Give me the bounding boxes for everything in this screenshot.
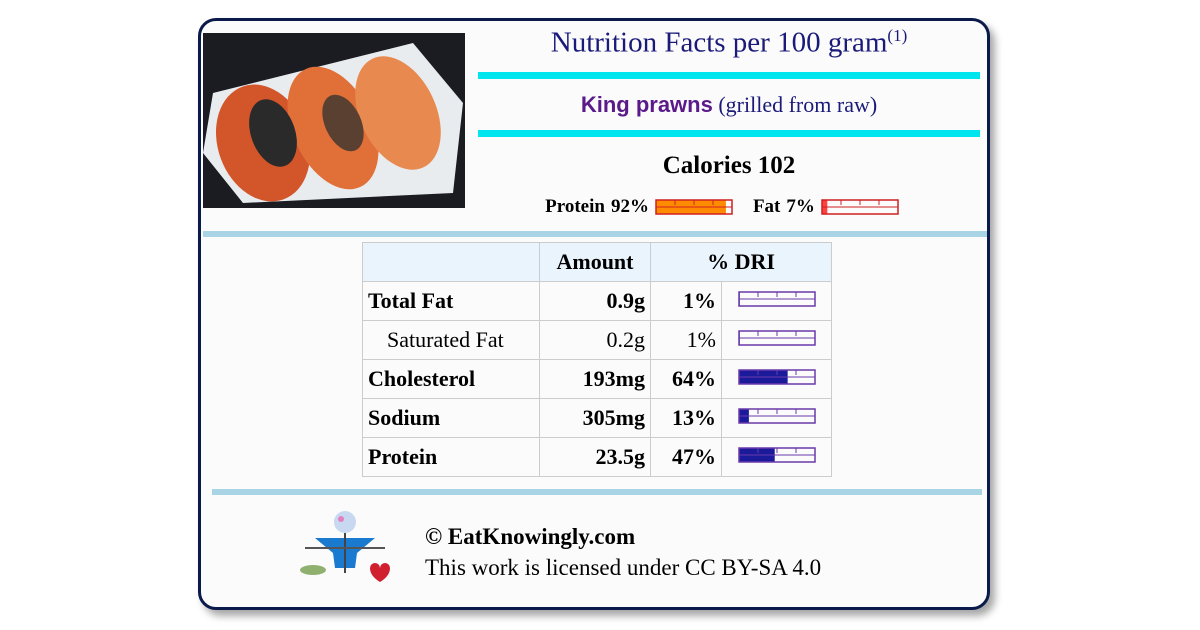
dri-bar [821,199,899,215]
dri: 1% [650,320,722,360]
column-header: % DRI [650,242,832,282]
site: © EatKnowingly.com [425,524,636,549]
divider [478,130,980,137]
food-name: King prawns [580,92,713,117]
dri-bar-cell [721,437,832,477]
dri: 47% [650,437,722,477]
column-header: Amount [539,242,651,282]
dri-bar [737,408,816,424]
dri-bar [737,330,816,346]
dri-bar-cell [721,398,832,438]
license: This work is licensed under CC BY-SA 4.0 [425,555,822,580]
title-text: Nutrition Facts per 100 gram [550,26,888,59]
macro-percent: 92% [610,196,649,217]
dri: 13% [650,398,722,438]
dri-bar-cell [721,281,832,321]
amount: 193mg [539,359,651,399]
nutrient-name: Total Fat [362,281,540,321]
dri-bar-cell [721,320,832,360]
divider [203,231,987,237]
nutrient-name: Sodium [362,398,540,438]
dri-bar [737,369,816,385]
nutrient-row: Sodium 305mg 13% [362,398,832,438]
food-photo [203,33,465,208]
macros: Protein 92% Fat 7% [478,196,980,218]
nutrient-name: Saturated Fat [362,320,540,360]
calories: Calories 102 [662,152,796,179]
nutrient-table: Amount% DRI Total Fat 0.9g 1% Saturated Fat… [362,242,832,477]
nutrient-name: Protein [362,437,540,477]
divider [212,489,982,495]
macro-percent: 7% [786,196,815,217]
food-detail: (grilled from raw) [718,92,878,117]
macro-name: Fat [752,196,781,217]
dri: 64% [650,359,722,399]
title: Nutrition Facts per 100 gram(1) [478,26,980,60]
title-note: (1) [887,26,908,45]
nutrient-name: Cholesterol [362,359,540,399]
dri-bar-cell [721,359,832,399]
food: King prawns (grilled from raw) [478,92,980,118]
amount: 23.5g [539,437,651,477]
amount: 305mg [539,398,651,438]
macro-name: Protein [545,196,605,217]
dri: 1% [650,281,722,321]
nutrient-row: Saturated Fat 0.2g 1% [362,320,832,360]
logo [300,511,390,582]
amount: 0.9g [539,281,651,321]
header-row: Amount% DRI [362,242,832,282]
nutrient-row: Cholesterol 193mg 64% [362,359,832,399]
divider [478,72,980,79]
dri-bar [737,291,816,307]
amount: 0.2g [539,320,651,360]
nutrient-row: Protein 23.5g 47% [362,437,832,477]
blank-header [362,242,540,282]
dri-bar [737,447,816,463]
nutrient-row: Total Fat 0.9g 1% [362,281,832,321]
dri-bar [655,199,733,215]
